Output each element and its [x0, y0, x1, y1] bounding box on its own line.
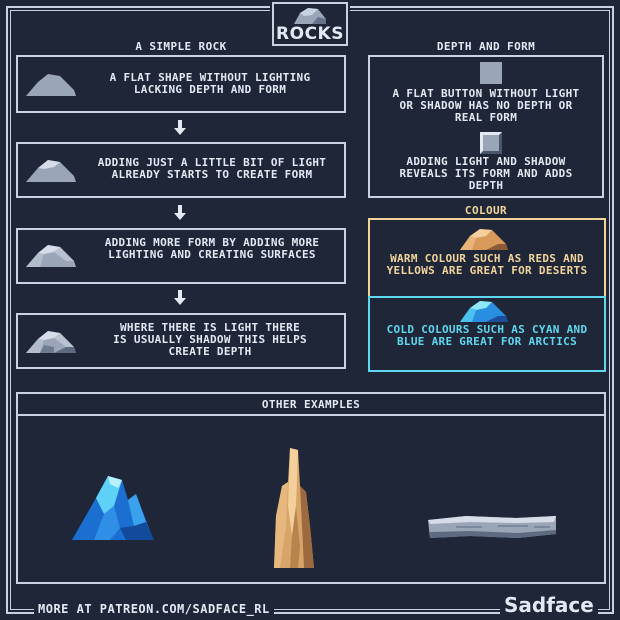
colour-header: COLOUR [464, 204, 508, 217]
step-4-text: WHERE THERE IS LIGHT THERE IS USUALLY SH… [113, 321, 307, 358]
lit-rock-icon [26, 160, 76, 182]
shaded-button-text: ADDING LIGHT AND SHADOW REVEALS ITS FORM… [399, 155, 573, 192]
step-panel-2 [16, 142, 346, 198]
title-text: ROCKS [276, 24, 344, 44]
warm-rock-icon [460, 229, 508, 250]
title-logo: ROCKS [270, 0, 350, 48]
flat-stone-slab-icon [428, 516, 556, 538]
sandstone-spire-icon [274, 448, 314, 568]
step-panel-4 [16, 313, 346, 369]
simple-rock-header: A SIMPLE ROCK [135, 40, 227, 53]
step-1-text: A FLAT SHAPE WITHOUT LIGHTING LACKING DE… [109, 71, 311, 96]
step-2-text: ADDING JUST A LITTLE BIT OF LIGHT ALREAD… [97, 156, 327, 181]
flat-button-icon [480, 62, 502, 84]
rock-logo-icon [294, 8, 326, 24]
sadface-brand-logo: Sadface [500, 594, 598, 616]
examples-header: OTHER EXAMPLES [261, 398, 361, 411]
warm-colour-panel [368, 218, 606, 298]
cold-colour-panel [368, 296, 606, 372]
flat-button-text: A FLAT BUTTON WITHOUT LIGHT OR SHADOW HA… [392, 87, 580, 124]
footer-link[interactable]: MORE AT PATREON.COM/SADFACE_RL [34, 602, 274, 616]
surfaced-rock-icon [26, 245, 76, 267]
examples-panel [16, 414, 606, 584]
step-panel-1 [16, 55, 346, 113]
warm-colour-text: WARM COLOUR SUCH AS REDS AND YELLOWS ARE… [386, 252, 588, 277]
depth-form-header: DEPTH AND FORM [436, 40, 536, 53]
depth-form-panel [368, 55, 604, 198]
down-arrow-icon [174, 290, 186, 305]
flat-rock-icon [26, 74, 76, 96]
step-3-text: ADDING MORE FORM BY ADDING MORE LIGHTING… [104, 236, 320, 261]
down-arrow-icon [174, 120, 186, 135]
ice-crystal-icon [72, 476, 154, 540]
shaded-rock-icon [26, 331, 76, 353]
down-arrow-icon [174, 205, 186, 220]
shaded-button-icon [480, 132, 502, 154]
cold-rock-icon [460, 301, 508, 322]
step-panel-3 [16, 228, 346, 284]
cold-colour-text: COLD COLOURS SUCH AS CYAN AND BLUE ARE G… [386, 323, 588, 348]
